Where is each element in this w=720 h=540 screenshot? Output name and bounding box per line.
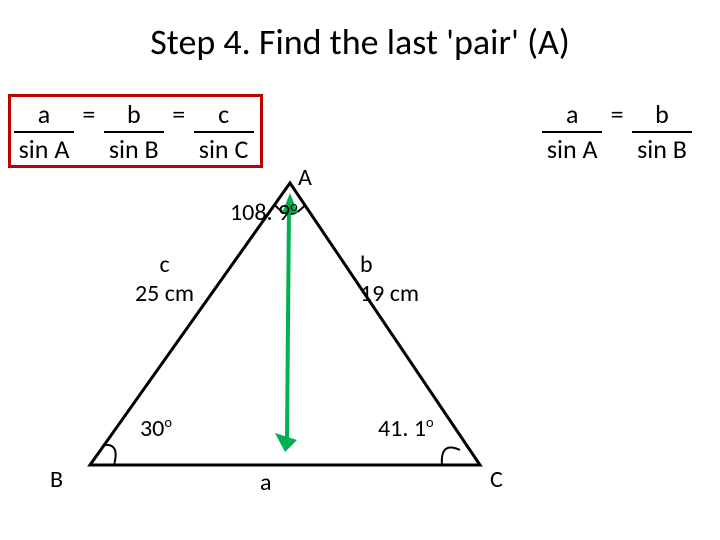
side-b: b 19 cm bbox=[360, 250, 419, 308]
triangle-diagram: A 108. 9o c 25 cm b 19 cm 30o 41. 1o B C… bbox=[80, 165, 500, 505]
pair-eq: = bbox=[608, 98, 626, 131]
arc-B bbox=[104, 445, 116, 465]
slide-title: Step 4. Find the last 'pair' (A) bbox=[0, 20, 720, 64]
highlight-box bbox=[8, 94, 263, 168]
angle-B: 30o bbox=[140, 413, 172, 443]
law-of-sines-pair: a = b sin A = sin B bbox=[542, 98, 692, 165]
green-arrow-line bbox=[287, 205, 289, 440]
angle-C: 41. 1o bbox=[378, 413, 434, 443]
pair-b-den: sin B bbox=[632, 133, 692, 166]
vertex-A: A bbox=[298, 163, 312, 192]
pair-b-num: b bbox=[632, 98, 692, 133]
vertex-C: C bbox=[490, 465, 503, 494]
arc-C bbox=[442, 448, 460, 465]
pair-a-num: a bbox=[542, 98, 602, 133]
side-c: c 25 cm bbox=[135, 250, 194, 308]
angle-A: 108. 9o bbox=[230, 197, 298, 227]
pair-a-den: sin A bbox=[542, 133, 602, 166]
vertex-B: B bbox=[50, 465, 63, 494]
side-a: a bbox=[260, 468, 272, 497]
